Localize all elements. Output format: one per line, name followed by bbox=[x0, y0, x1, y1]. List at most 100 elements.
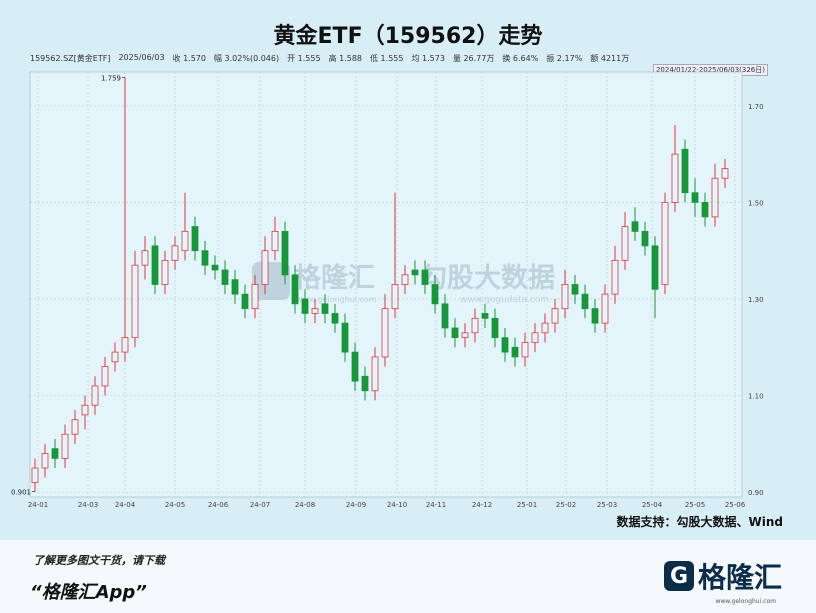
candle-body bbox=[381, 308, 389, 358]
info-item: 2025/06/03 bbox=[118, 53, 165, 62]
candle-body bbox=[681, 148, 689, 194]
candle-body bbox=[81, 404, 89, 416]
candle-body bbox=[341, 322, 349, 353]
x-tick-label: 24-05 bbox=[165, 501, 185, 509]
source: 数据支持：勾股大数据、Wind bbox=[616, 515, 783, 529]
logo-site: www.gelonghui.com bbox=[715, 598, 776, 605]
x-tick-label: 25-04 bbox=[642, 501, 663, 509]
candle-body bbox=[51, 448, 59, 459]
x-tick-label: 24-03 bbox=[78, 501, 98, 509]
candle-body bbox=[441, 303, 449, 329]
candle-body bbox=[471, 317, 479, 334]
candle-body bbox=[451, 327, 459, 339]
candle-body bbox=[171, 245, 179, 261]
candle-body bbox=[361, 375, 369, 392]
candle-body bbox=[311, 308, 319, 314]
x-tick-label: 25-05 bbox=[685, 501, 705, 509]
watermark-site: www.gelonghui.com bbox=[296, 295, 377, 304]
candle-body bbox=[611, 259, 619, 295]
candle-body bbox=[201, 250, 209, 266]
candle-body bbox=[111, 351, 119, 363]
candle-body bbox=[411, 269, 419, 276]
x-tick-label: 24-06 bbox=[208, 501, 229, 509]
candle-body bbox=[421, 269, 429, 285]
info-item: 额 4211万 bbox=[590, 54, 630, 63]
quote-info: 159562.SZ[黄金ETF] 2025/06/03 收 1.570 幅 3.02%… bbox=[30, 53, 629, 64]
candle-body bbox=[651, 245, 659, 290]
candle-body bbox=[671, 153, 679, 203]
x-tick-label: 24-10 bbox=[387, 501, 407, 509]
candle-body bbox=[641, 230, 649, 247]
info-item: 收 1.570 bbox=[172, 54, 206, 63]
candle-body bbox=[351, 351, 359, 382]
annotation: 1.759 bbox=[101, 74, 121, 82]
candle-body bbox=[231, 279, 239, 295]
candle-body bbox=[501, 337, 509, 353]
candle-body bbox=[61, 433, 69, 459]
info-item: 幅 3.02%(0.046) bbox=[214, 54, 280, 63]
candle-body bbox=[711, 177, 719, 218]
candle-body bbox=[621, 226, 629, 261]
candle-body bbox=[41, 453, 49, 469]
y-tick-label: 1.50 bbox=[748, 199, 764, 207]
logo-text: 格隆汇 bbox=[697, 561, 782, 594]
y-tick-label: 1.10 bbox=[748, 393, 764, 401]
candle-body bbox=[141, 250, 149, 266]
candle-body bbox=[391, 284, 399, 310]
candle-body bbox=[491, 317, 499, 339]
candle-body bbox=[121, 337, 129, 353]
info-item: 低 1.555 bbox=[370, 54, 404, 63]
logo: G 格隆汇 bbox=[663, 556, 782, 596]
info-item: 开 1.555 bbox=[287, 54, 321, 63]
candle-body bbox=[691, 192, 699, 203]
plot-area bbox=[29, 71, 743, 498]
candle-body bbox=[401, 274, 409, 285]
chart: 格隆汇 www.gelonghui.com 勾股大数据 www.gogudata… bbox=[11, 71, 764, 509]
candle-body bbox=[721, 168, 729, 179]
info-item: 换 6.64% bbox=[502, 54, 539, 63]
x-tick-label: 24-09 bbox=[346, 501, 366, 509]
candle-body bbox=[31, 467, 39, 483]
candle-body bbox=[131, 264, 139, 339]
app-name: “格隆汇App” bbox=[30, 582, 147, 603]
candle-body bbox=[241, 293, 249, 310]
info-item: 振 2.17% bbox=[546, 54, 583, 63]
candle-body bbox=[321, 303, 329, 314]
candle-body bbox=[291, 274, 299, 305]
x-tick-label: 25-01 bbox=[517, 501, 537, 509]
candle-body bbox=[561, 284, 569, 310]
candle-body bbox=[701, 201, 709, 218]
x-tick-label: 24-08 bbox=[295, 501, 315, 509]
candle-body bbox=[431, 284, 439, 305]
x-tick-label: 25-02 bbox=[556, 501, 576, 509]
watermark-site2: www.gogudata.com bbox=[460, 295, 549, 305]
candle-body bbox=[151, 245, 159, 285]
candle-body bbox=[281, 230, 289, 276]
candle-body bbox=[271, 230, 279, 252]
logo-icon: G bbox=[663, 561, 694, 591]
info-item: 均 1.573 bbox=[411, 54, 445, 63]
watermark: 格隆汇 www.gelonghui.com 勾股大数据 www.gogudata… bbox=[252, 262, 555, 305]
candle-body bbox=[91, 385, 99, 406]
x-tick-label: 25-03 bbox=[597, 501, 617, 509]
x-tick-label: 24-07 bbox=[250, 501, 270, 509]
candle-body bbox=[551, 308, 559, 324]
x-tick-label: 24-11 bbox=[426, 501, 446, 509]
candle-body bbox=[531, 332, 539, 343]
y-tick-label: 1.70 bbox=[748, 103, 764, 111]
candle-body bbox=[221, 269, 229, 285]
candle-body bbox=[571, 284, 579, 295]
info-item: 高 1.588 bbox=[328, 54, 363, 63]
x-tick-label: 24-12 bbox=[472, 501, 492, 509]
candle-body bbox=[511, 346, 519, 358]
annotation: 0.901 bbox=[11, 489, 31, 497]
x-tick-label: 24-01 bbox=[28, 501, 48, 509]
info-item: 量 26.77万 bbox=[452, 54, 495, 63]
watermark-brand2: 勾股大数据 bbox=[420, 263, 555, 294]
candle-body bbox=[591, 308, 599, 324]
candle-body bbox=[71, 419, 79, 435]
candle-body bbox=[631, 221, 639, 232]
candle-body bbox=[181, 230, 189, 252]
candle-body bbox=[191, 226, 199, 252]
